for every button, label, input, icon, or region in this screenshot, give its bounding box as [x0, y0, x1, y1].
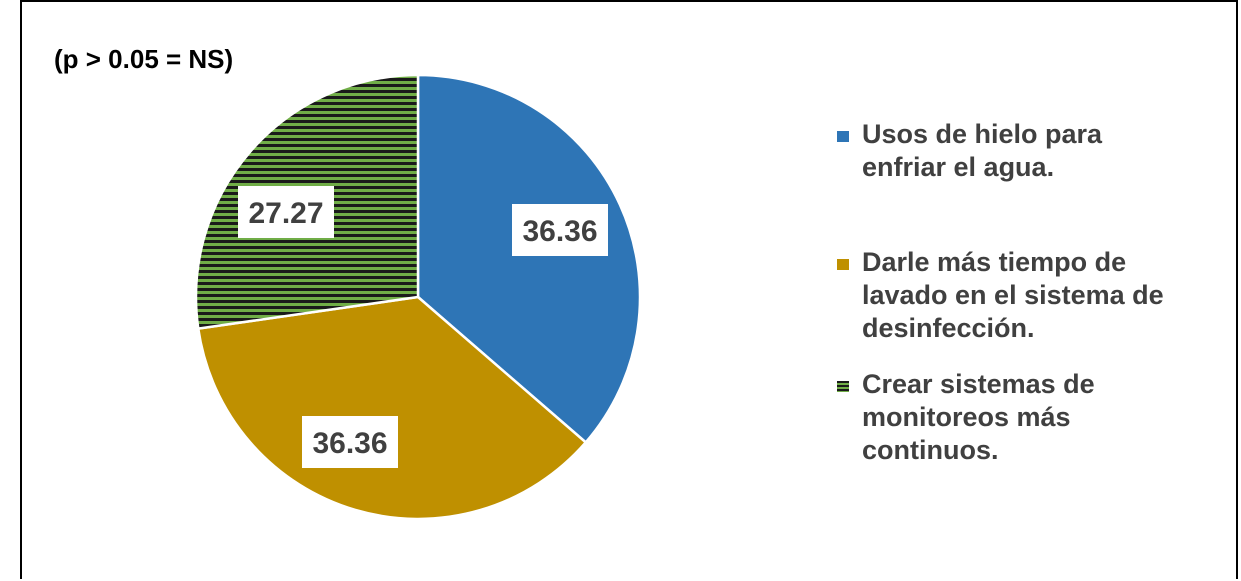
legend-item-hielo: Usos de hielo para enfriar el agua.: [837, 118, 1103, 184]
data-label: 36.36: [312, 427, 387, 460]
legend-line: Usos de hielo para: [862, 119, 1103, 149]
legend-swatch-gold: [837, 259, 849, 270]
legend-item-monitoreo: Crear sistemas de monitoreos más continu…: [837, 368, 1095, 467]
legend-line: lavado en el sistema de: [862, 279, 1164, 310]
slice-lavado: [196, 295, 588, 521]
legend-item-lavado: Darle más tiempo de lavado en el sistema…: [837, 246, 1164, 345]
data-label: 36.36: [522, 215, 597, 248]
legend-line: desinfección.: [862, 312, 1035, 343]
legend-line: Crear sistemas de: [862, 369, 1095, 399]
legend-line: Darle más tiempo de: [862, 247, 1127, 277]
significance-note: (p > 0.05 = NS): [54, 44, 234, 74]
slice-hielo: [416, 73, 642, 445]
data-label-box: [238, 186, 334, 238]
data-label-box: [512, 204, 608, 256]
legend-line: monitoreos más: [862, 401, 1071, 432]
data-label-box: [302, 416, 398, 468]
legend-swatch-blue: [837, 131, 849, 142]
legend-line: enfriar el agua.: [862, 151, 1055, 182]
legend-swatch-striped: [837, 381, 849, 392]
legend-line: continuos.: [862, 434, 999, 465]
data-label: 27.27: [248, 197, 323, 230]
